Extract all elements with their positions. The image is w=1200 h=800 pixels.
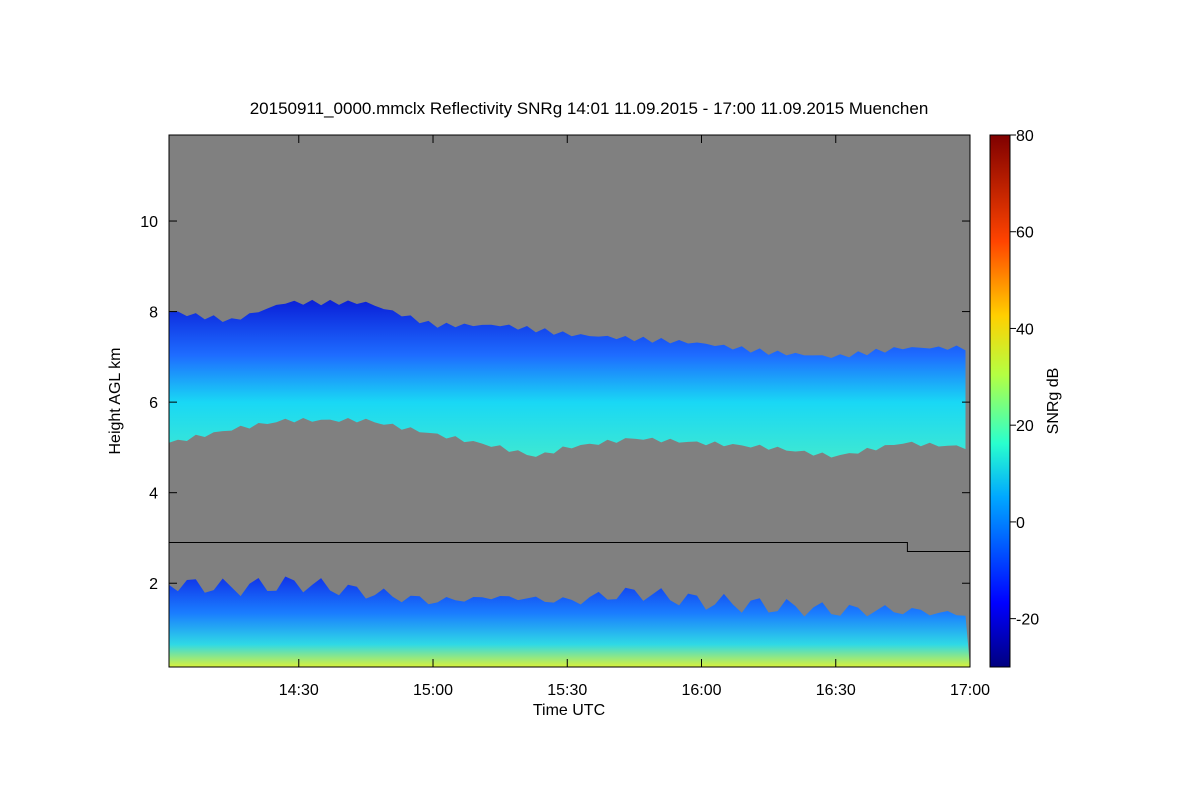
colorbar-tick-label: 0 (1016, 515, 1025, 532)
y-tick-label: 4 (149, 486, 158, 503)
y-tick-label: 2 (149, 576, 158, 593)
colorbar-tick-label: 60 (1016, 225, 1034, 242)
colorbar-label: SNRg dB (1045, 368, 1062, 435)
plot-frame (168, 134, 971, 668)
x-axis-label: Time UTC (533, 702, 605, 719)
colorbar-tick-label: -20 (1016, 612, 1039, 629)
y-tick-label: 6 (149, 395, 158, 412)
cloud-layer-echo (169, 299, 966, 458)
x-tick-label: 17:00 (950, 682, 990, 699)
colorbar-tick-label: 80 (1016, 128, 1034, 145)
x-tick-label: 14:30 (279, 682, 319, 699)
boundary-layer-echo (169, 576, 970, 667)
colorbar-tick-label: 40 (1016, 321, 1034, 338)
x-tick-label: 15:00 (413, 682, 453, 699)
x-tick-label: 15:30 (547, 682, 587, 699)
colorbar (989, 134, 1011, 668)
colorbar-tick-label: 20 (1016, 418, 1034, 435)
x-tick-label: 16:30 (816, 682, 856, 699)
chart-title: 20150911_0000.mmclx Reflectivity SNRg 14… (250, 99, 929, 118)
y-axis-label: Height AGL km (107, 347, 124, 454)
x-tick-label: 16:00 (681, 682, 721, 699)
height-line (169, 542, 970, 552)
y-tick-label: 8 (149, 305, 158, 322)
y-tick-label: 10 (140, 214, 158, 231)
